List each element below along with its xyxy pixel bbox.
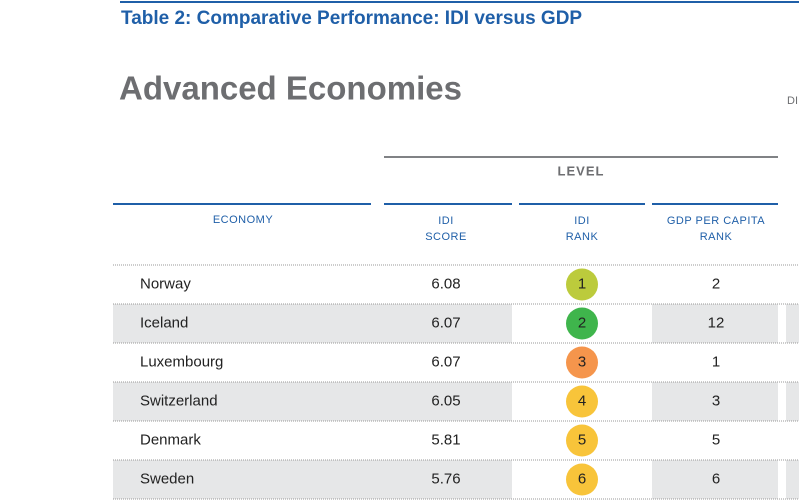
idi-score: 6.08 [431,275,460,292]
gdp-rank: 1 [712,353,720,370]
economy: Sweden [140,470,194,487]
group-label: LEVEL [558,163,605,178]
gdp-rank: 2 [712,275,720,292]
row-shade [786,382,799,421]
column-header: RANK [700,231,733,243]
idi-rank: 2 [578,314,586,331]
idi-rank: 3 [578,353,586,370]
column-header: SCORE [425,231,467,243]
idi-rank: 4 [578,392,586,409]
section-title: Advanced Economies [119,70,462,107]
column-header: GDP PER CAPITA [667,215,765,227]
rank-badge [566,424,598,457]
gdp-rank: 3 [712,392,720,409]
economy: Denmark [140,431,201,448]
rank-badge [566,385,598,418]
column-header: ECONOMY [213,214,274,226]
column-header: RANK [566,231,599,243]
economy: Luxembourg [140,353,223,370]
column-header: IDI [574,215,590,227]
gdp-rank: 6 [712,470,720,487]
idi-rank: 1 [578,275,586,292]
rank-badge [566,268,598,301]
idi-score: 5.76 [431,470,460,487]
economy: Iceland [140,314,188,331]
economy: Switzerland [140,392,218,409]
row-shade [652,460,778,499]
row-shade [652,304,778,343]
rank-badge [566,307,598,340]
economy: Norway [140,275,191,292]
gdp-rank: 12 [708,314,725,331]
idi-score: 6.07 [431,314,460,331]
row-shade [113,304,512,343]
table-title: Table 2: Comparative Performance: IDI ve… [121,8,582,29]
row-shade [786,460,799,499]
row-shade [786,304,799,343]
idi-score: 5.81 [431,431,460,448]
row-shade [652,382,778,421]
row-shade [113,460,512,499]
rank-badge [566,463,598,496]
idi-rank: 5 [578,431,586,448]
cut-text: DII [787,95,799,107]
gdp-rank: 5 [712,431,720,448]
idi-score: 6.07 [431,353,460,370]
idi-score: 6.05 [431,392,460,409]
idi-rank: 6 [578,470,586,487]
column-header: IDI [438,215,454,227]
rank-badge [566,346,598,379]
row-shade [113,382,512,421]
